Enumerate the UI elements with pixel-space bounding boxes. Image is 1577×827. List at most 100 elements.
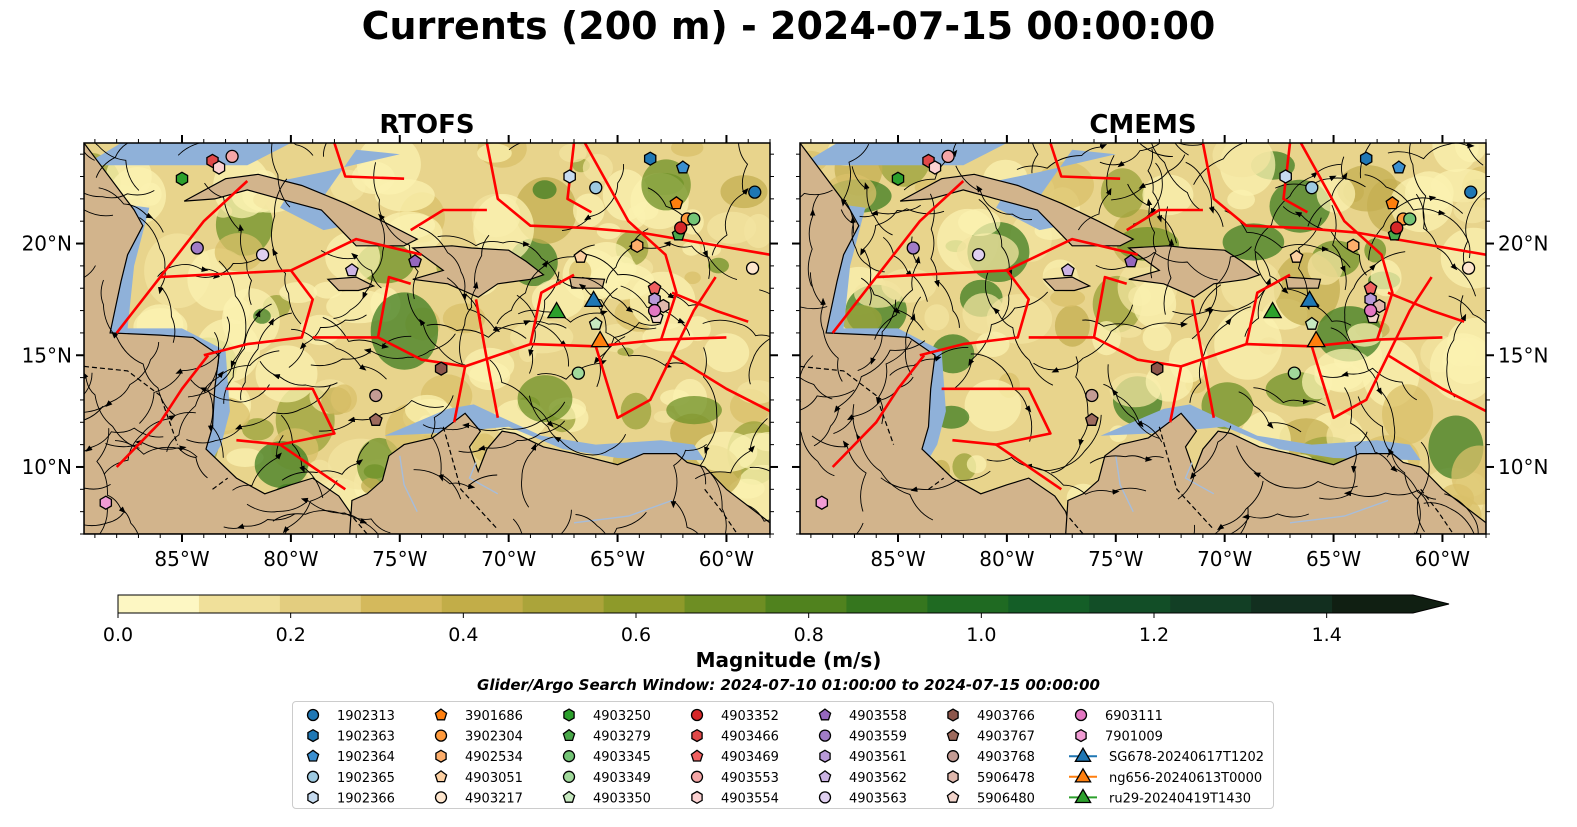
streamline-arrow	[842, 440, 850, 448]
streamline-arrow	[268, 317, 274, 326]
streamline-arrow	[1111, 388, 1119, 396]
streamline-arrow	[1146, 198, 1153, 206]
streamline	[517, 287, 618, 323]
streamline-arrow	[578, 283, 587, 291]
legend-marker	[946, 750, 960, 763]
streamline-arrow	[834, 405, 841, 413]
legend-item: ng656-20240613T0000	[1069, 767, 1262, 786]
streamline-arrow	[381, 343, 389, 349]
legend-marker	[434, 708, 448, 721]
streamline	[271, 178, 302, 325]
streamline	[851, 166, 893, 236]
streamline-arrow	[158, 286, 164, 295]
streamline	[1099, 143, 1203, 166]
legend-label: 4903768	[977, 750, 1035, 765]
streamline-arrow	[1208, 206, 1215, 214]
streamline-arrow	[201, 266, 209, 272]
argo-float-1902363	[643, 151, 657, 166]
streamline	[1357, 396, 1425, 533]
streamline	[1172, 285, 1267, 315]
streamline-arrow	[1386, 102, 1387, 106]
colorbar-segment	[1251, 595, 1333, 613]
river	[1289, 499, 1389, 524]
streamline	[272, 510, 379, 534]
argo-float-4903350	[1304, 316, 1319, 330]
streamline-arrow	[1376, 387, 1382, 395]
streamline	[1275, 177, 1366, 189]
legend-item: 4903469	[690, 749, 779, 765]
streamline-arrow	[60, 504, 63, 506]
colorbar-segment	[279, 595, 362, 613]
streamline	[613, 512, 647, 534]
streamline	[859, 208, 945, 218]
legend-item: 1902365	[306, 770, 395, 786]
streamline	[1423, 502, 1475, 534]
streamline	[516, 294, 569, 367]
streamline	[521, 436, 554, 508]
legend-marker	[690, 770, 704, 783]
argo-float-1902313	[1464, 185, 1478, 199]
streamline-arrow	[553, 436, 562, 443]
eez-boundary	[115, 180, 249, 334]
streamline-arrow	[1495, 337, 1498, 340]
legend-marker	[819, 749, 831, 763]
legend-marker	[306, 749, 320, 762]
streamline-arrow	[860, 248, 866, 256]
lat-tick-label: 15°N	[22, 343, 72, 367]
streamline-arrow	[1099, 144, 1108, 150]
streamline	[1416, 441, 1430, 534]
streamline	[1331, 204, 1347, 291]
streamline-arrow	[1340, 265, 1346, 273]
river	[1115, 455, 1134, 513]
streamline-arrow	[1180, 321, 1188, 328]
argo-float-1902366	[563, 169, 576, 184]
colorbar-segment	[198, 595, 281, 613]
streamline	[1297, 217, 1352, 326]
legend-label: 4903563	[849, 791, 907, 806]
streamline-arrow	[1329, 175, 1337, 182]
streamline-arrow	[145, 212, 154, 219]
argo-float-4903051	[573, 249, 588, 263]
streamline	[1185, 161, 1224, 227]
streamline-arrow	[378, 213, 385, 221]
streamline	[811, 435, 867, 512]
streamline	[204, 182, 253, 305]
streamline-arrow	[934, 279, 940, 288]
legend-label: SG678-20240617T1202	[1109, 750, 1264, 765]
legend-label: 3902304	[465, 730, 523, 745]
legend-label: 4902534	[465, 750, 523, 765]
streamline	[748, 338, 770, 385]
streamline	[333, 218, 385, 319]
eez-boundary	[1092, 275, 1128, 338]
streamline	[904, 296, 922, 375]
panel-title: CMEMS	[1089, 110, 1196, 140]
panel-title: RTOFS	[379, 110, 474, 140]
land	[1065, 412, 1486, 534]
streamline	[1177, 425, 1232, 500]
streamline-arrow	[1253, 472, 1261, 478]
legend-marker	[946, 728, 960, 742]
streamline	[1189, 306, 1251, 403]
argo-float-4903250	[175, 171, 189, 186]
eez-boundary	[376, 275, 412, 338]
streamline-arrow	[1024, 405, 1032, 413]
legend-item: 4903345	[562, 750, 651, 765]
streamline	[1089, 455, 1164, 464]
argo-float-7901009	[99, 495, 113, 510]
streamline-arrow	[794, 411, 797, 414]
legend-label: 1902364	[337, 750, 395, 765]
streamline	[1254, 163, 1342, 251]
streamline	[1107, 364, 1160, 439]
eez-boundary	[1126, 208, 1203, 232]
eez-boundary	[919, 269, 1030, 357]
streamline-arrow	[126, 570, 129, 572]
streamline-arrow	[528, 349, 534, 357]
legend-label: 4903553	[721, 771, 779, 786]
streamline-arrow	[530, 443, 537, 451]
streamline-arrow	[492, 325, 501, 333]
streamline-arrow	[507, 572, 511, 573]
colorbar-tick-label: 0.4	[448, 624, 478, 646]
glider-ng656-20240613T0000	[590, 330, 610, 348]
streamline-arrow	[1387, 448, 1394, 456]
streamline-arrow	[234, 424, 243, 430]
